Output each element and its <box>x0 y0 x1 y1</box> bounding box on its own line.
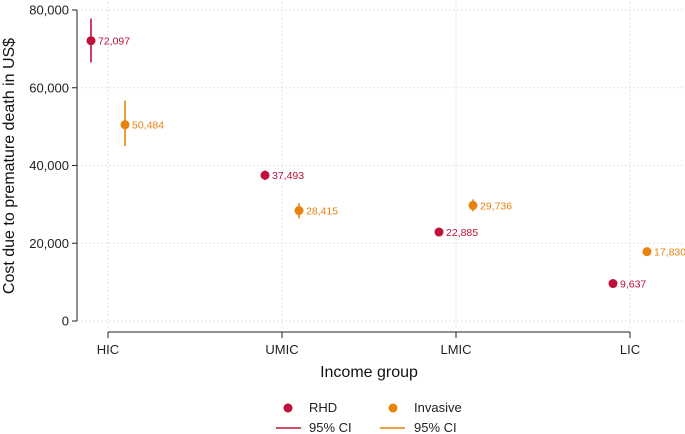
legend-label-invasive-ci: 95% CI <box>414 420 457 434</box>
rhd-data-label: 72,097 <box>98 36 130 48</box>
rhd-point <box>86 36 96 46</box>
legend-label-rhd: RHD <box>309 400 337 415</box>
axes <box>76 10 630 333</box>
y-tick-label: 40,000 <box>29 158 69 173</box>
y-tick-label: 20,000 <box>29 236 69 251</box>
invasive-data-label: 29,736 <box>480 200 512 212</box>
x-ticks: HIC UMIC LMIC LIC <box>97 332 640 357</box>
rhd-point <box>434 227 444 237</box>
legend: RHD 95% CI Invasive 95% CI <box>276 400 462 434</box>
invasive-data-label: 50,484 <box>132 120 164 132</box>
rhd-point <box>608 279 618 289</box>
y-tick-label: 60,000 <box>29 80 69 95</box>
invasive-data-label: 17,830 <box>654 247 685 259</box>
x-axis-title: Income group <box>320 364 418 381</box>
x-tick-label: HIC <box>97 342 119 357</box>
x-tick-label: LIC <box>620 342 640 357</box>
invasive-data-label: 28,415 <box>306 206 338 218</box>
y-tick-label: 0 <box>62 314 69 329</box>
y-tick-label: 80,000 <box>29 3 69 18</box>
y-axis-title: Cost due to premature death in US$ <box>1 38 18 294</box>
legend-marker-invasive <box>388 403 398 413</box>
invasive-point <box>120 120 130 130</box>
legend-label-invasive: Invasive <box>414 400 462 415</box>
invasive-point <box>642 247 652 257</box>
x-tick-label: LMIC <box>440 342 471 357</box>
y-ticks: 0 20,000 40,000 60,000 80,000 <box>29 3 77 329</box>
rhd-data-label: 37,493 <box>272 170 304 182</box>
invasive-point <box>468 200 478 210</box>
rhd-data-label: 9,637 <box>620 279 646 291</box>
data-marks: 72,097 37,493 22,885 9,637 50,484 28,415 29,73… <box>86 18 685 291</box>
rhd-point <box>260 170 270 180</box>
rhd-data-label: 22,885 <box>446 227 478 239</box>
legend-label-rhd-ci: 95% CI <box>309 420 352 434</box>
x-tick-label: UMIC <box>265 342 298 357</box>
grid <box>77 2 685 329</box>
invasive-point <box>294 206 304 216</box>
legend-marker-rhd <box>283 403 293 413</box>
